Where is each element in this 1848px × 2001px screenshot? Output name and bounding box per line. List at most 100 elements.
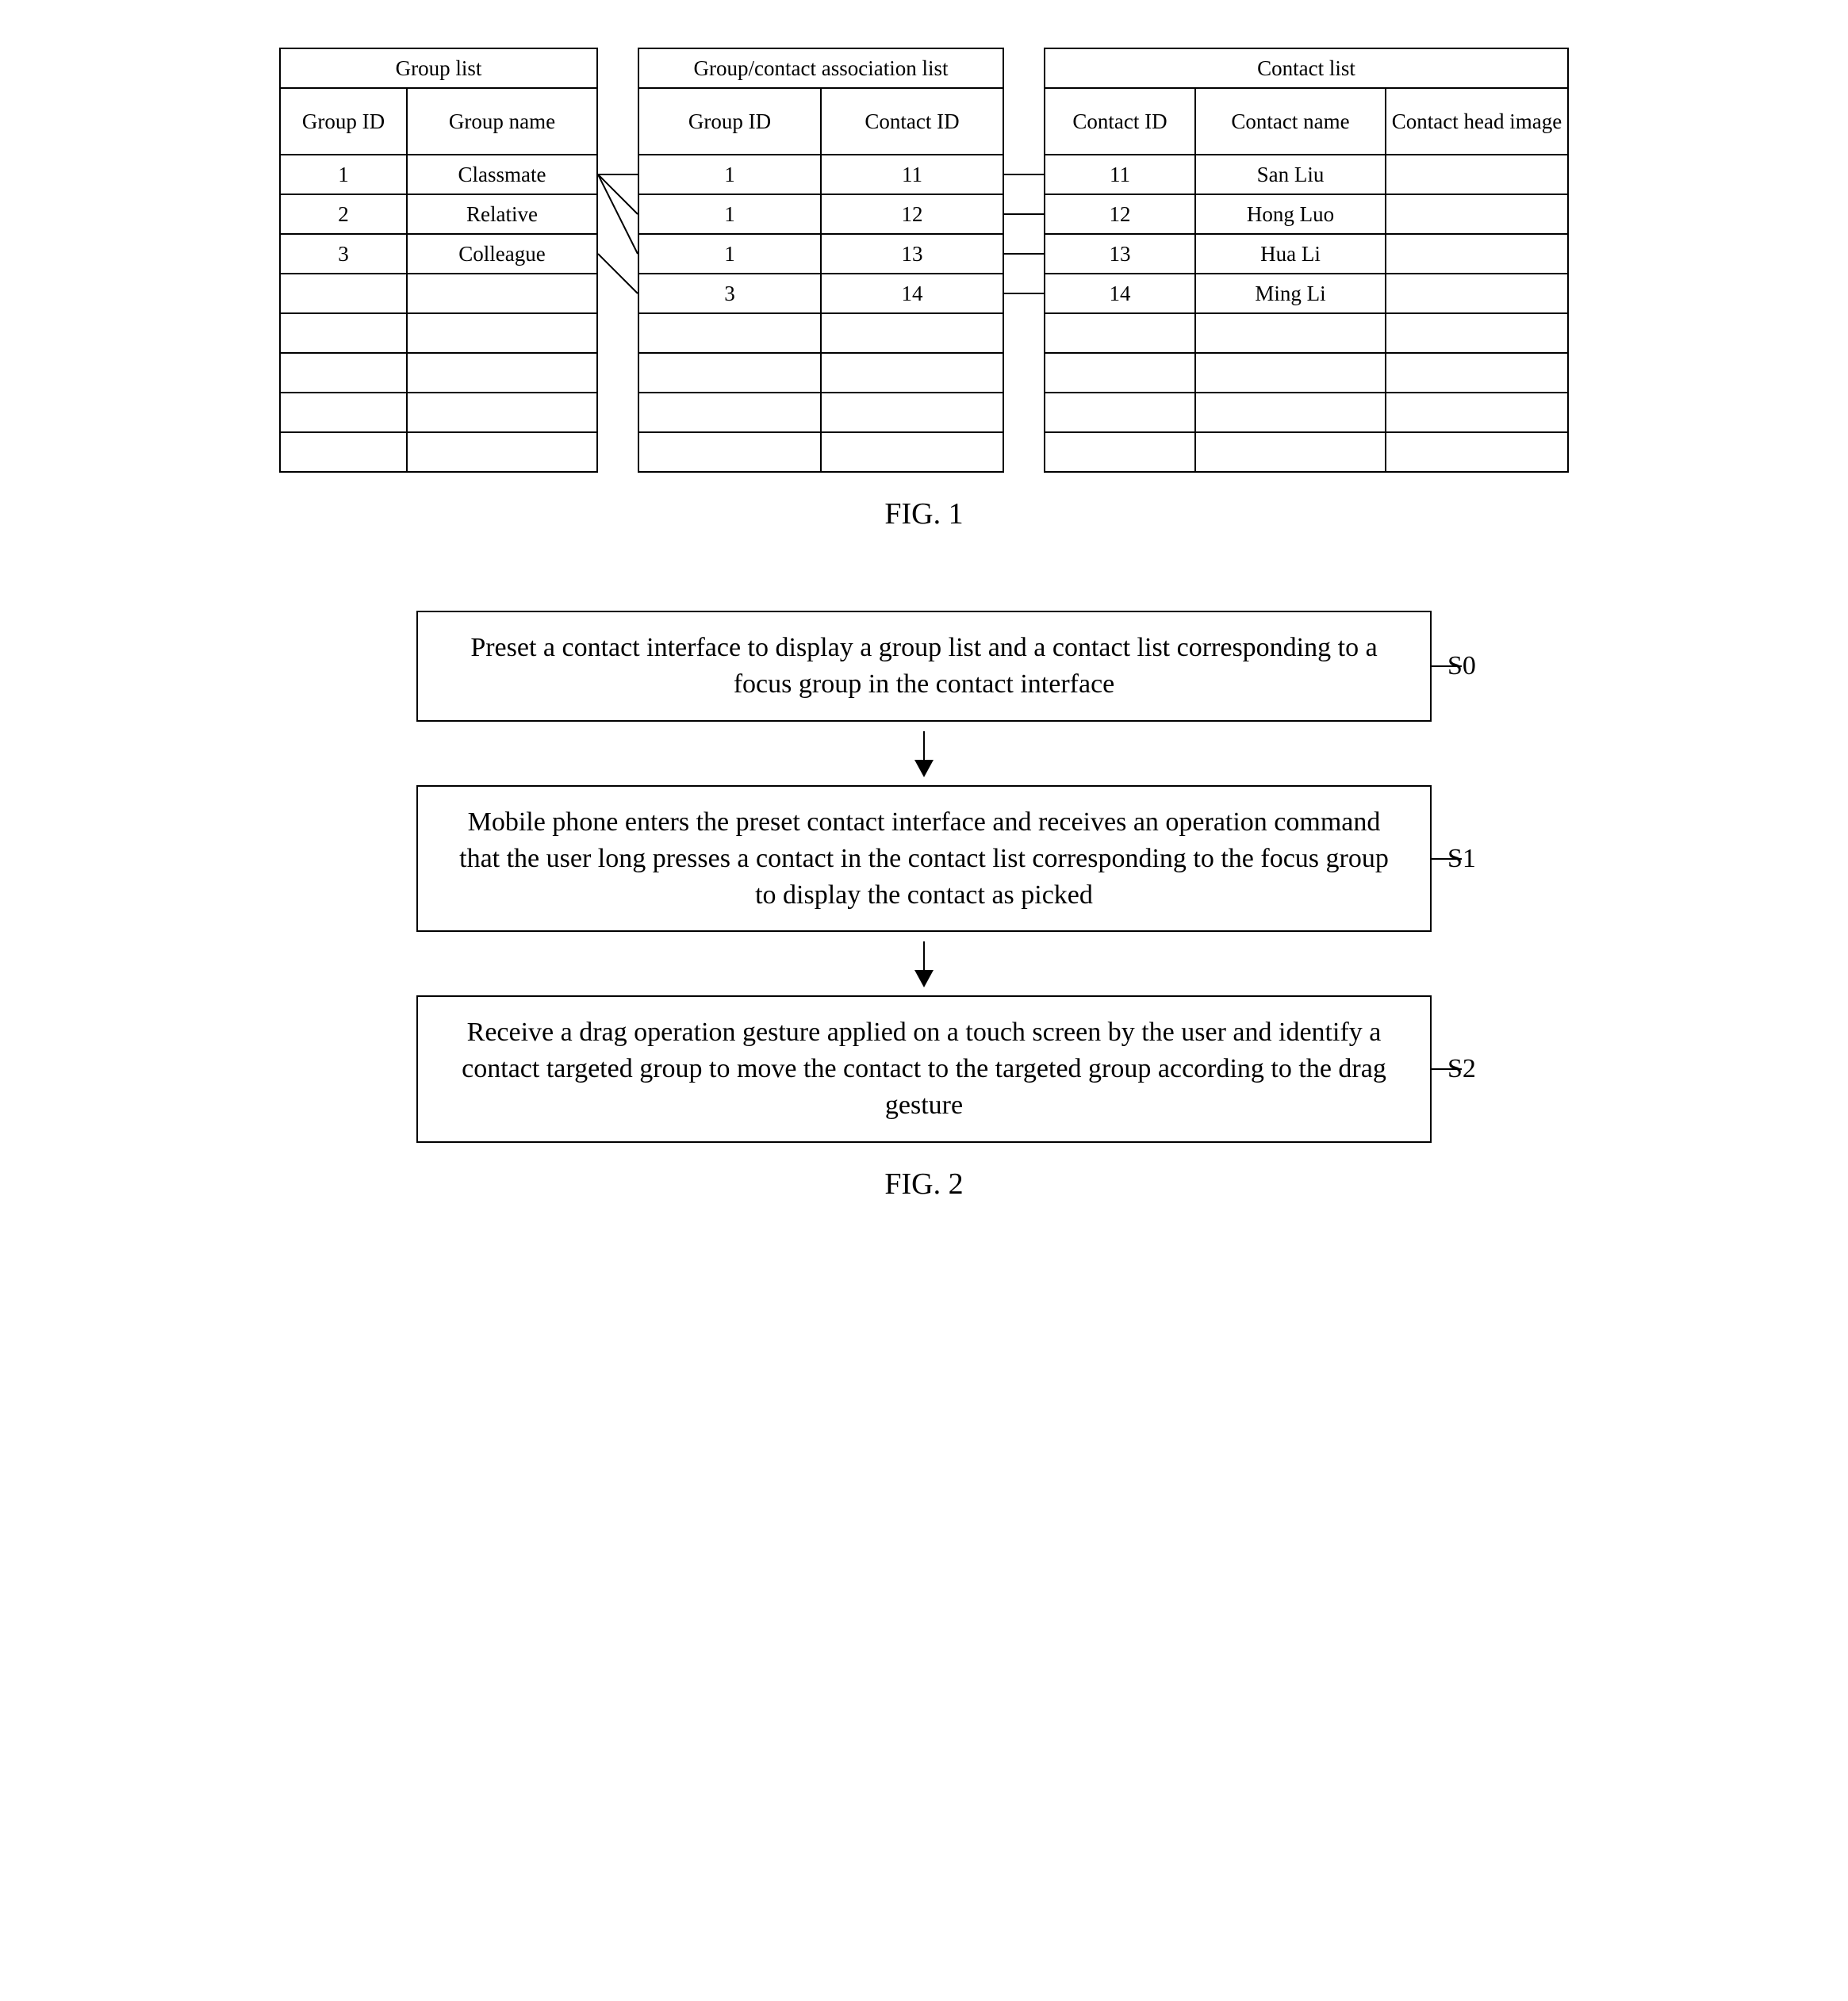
table-cell [638, 353, 821, 393]
table-cell: 3 [280, 234, 407, 274]
table-cell: 2 [280, 194, 407, 234]
table-cell [407, 393, 597, 432]
table-row [280, 353, 597, 393]
table-cell [1386, 194, 1568, 234]
table-cell [280, 432, 407, 472]
table-cell [1386, 234, 1568, 274]
flow-step-box: Preset a contact interface to display a … [416, 611, 1432, 722]
table-row [280, 274, 597, 313]
table-cell [1045, 432, 1195, 472]
table-row [280, 313, 597, 353]
table-row [638, 432, 1003, 472]
column-header: Contact ID [1045, 88, 1195, 155]
table-row [1045, 353, 1568, 393]
table-cell [638, 393, 821, 432]
table-cell [638, 313, 821, 353]
column-header: Group ID [280, 88, 407, 155]
table-cell [821, 353, 1003, 393]
table-cell [1045, 393, 1195, 432]
table-row [638, 353, 1003, 393]
table-cell [407, 313, 597, 353]
table-cell: 12 [1045, 194, 1195, 234]
table-cell: Hua Li [1195, 234, 1386, 274]
table-cell: 1 [638, 234, 821, 274]
table-cell: Hong Luo [1195, 194, 1386, 234]
table-cell: 12 [821, 194, 1003, 234]
table-cell: 13 [1045, 234, 1195, 274]
flow-arrow [923, 722, 925, 785]
table-cell: 1 [280, 155, 407, 194]
table-cell [1386, 274, 1568, 313]
flow-step-label: S2 [1447, 1054, 1476, 1084]
table-row: 112 [638, 194, 1003, 234]
table-cell: 11 [1045, 155, 1195, 194]
flow-step-row: Preset a contact interface to display a … [79, 611, 1769, 722]
flowchart: Preset a contact interface to display a … [79, 611, 1769, 1143]
table-row: 113 [638, 234, 1003, 274]
table-title: Contact list [1045, 48, 1568, 88]
column-header: Contact name [1195, 88, 1386, 155]
table-cell [821, 313, 1003, 353]
table-cell [1045, 313, 1195, 353]
table-cell [1195, 313, 1386, 353]
table-cell: 1 [638, 155, 821, 194]
table-cell: 14 [821, 274, 1003, 313]
table-cell [280, 353, 407, 393]
table-cell [280, 274, 407, 313]
table-cell [821, 393, 1003, 432]
table-row [1045, 432, 1568, 472]
table-cell: 13 [821, 234, 1003, 274]
flow-arrow [923, 932, 925, 995]
table-cell [1386, 432, 1568, 472]
table-cell: 3 [638, 274, 821, 313]
table-row [1045, 313, 1568, 353]
table-cell [1386, 155, 1568, 194]
table-row [280, 432, 597, 472]
table-cell [1045, 353, 1195, 393]
table-row: 11San Liu [1045, 155, 1568, 194]
table-cell: 1 [638, 194, 821, 234]
figure-2: Preset a contact interface to display a … [79, 611, 1769, 1202]
table-row [638, 393, 1003, 432]
table-cell [638, 432, 821, 472]
table-cell [1195, 393, 1386, 432]
table-row: 1Classmate [280, 155, 597, 194]
group-list-table: Group listGroup IDGroup name1Classmate2R… [279, 48, 598, 473]
table-cell: Relative [407, 194, 597, 234]
table-cell [1195, 432, 1386, 472]
table-cell: San Liu [1195, 155, 1386, 194]
table-cell [280, 393, 407, 432]
table-row: 13Hua Li [1045, 234, 1568, 274]
table-cell [407, 274, 597, 313]
table-title: Group/contact association list [638, 48, 1003, 88]
flow-step-label: S1 [1447, 844, 1476, 874]
flow-step-row: Mobile phone enters the preset contact i… [79, 785, 1769, 933]
table-row: 2Relative [280, 194, 597, 234]
table-row [638, 313, 1003, 353]
association-list-table: Group/contact association listGroup IDCo… [638, 48, 1004, 473]
table-cell [1386, 313, 1568, 353]
flow-step-box: Mobile phone enters the preset contact i… [416, 785, 1432, 933]
table-cell: Classmate [407, 155, 597, 194]
column-header: Contact head image [1386, 88, 1568, 155]
tables-row: Group listGroup IDGroup name1Classmate2R… [279, 48, 1569, 473]
flow-step-row: Receive a drag operation gesture applied… [79, 995, 1769, 1143]
table-row: 14Ming Li [1045, 274, 1568, 313]
column-header: Group name [407, 88, 597, 155]
table-cell: 11 [821, 155, 1003, 194]
contact-list-table: Contact listContact IDContact nameContac… [1044, 48, 1569, 473]
table-cell [1386, 393, 1568, 432]
table-row: 111 [638, 155, 1003, 194]
table-cell [1195, 353, 1386, 393]
figure-1-caption: FIG. 1 [884, 496, 963, 531]
table-cell [280, 313, 407, 353]
table-cell [1386, 353, 1568, 393]
table-row: 314 [638, 274, 1003, 313]
figure-2-caption: FIG. 2 [884, 1167, 963, 1202]
figure-1: Group listGroup IDGroup name1Classmate2R… [79, 48, 1769, 531]
table-row [1045, 393, 1568, 432]
table-row: 12Hong Luo [1045, 194, 1568, 234]
table-cell [407, 432, 597, 472]
table-row [280, 393, 597, 432]
table-title: Group list [280, 48, 597, 88]
